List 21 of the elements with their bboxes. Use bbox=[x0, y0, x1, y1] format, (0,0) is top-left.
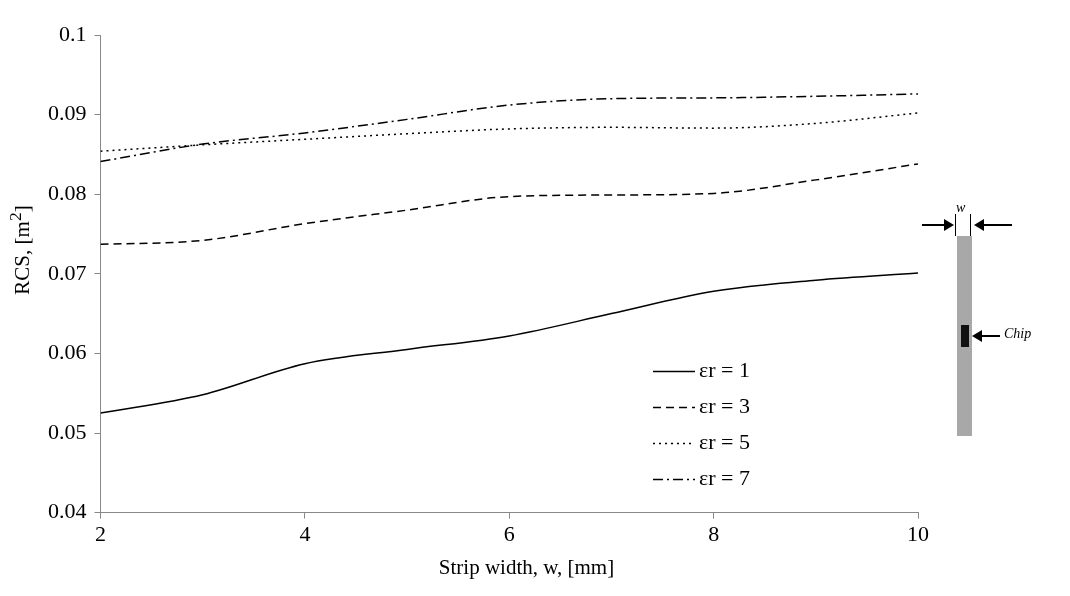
x-axis-title: Strip width, w, [mm] bbox=[437, 555, 616, 580]
line-series bbox=[100, 272, 918, 414]
y-tick-label: 0.06 bbox=[48, 339, 87, 365]
legend-label: εr = 3 bbox=[699, 393, 750, 419]
legend-label: εr = 1 bbox=[699, 357, 750, 383]
y-tick-label: 0.1 bbox=[59, 20, 87, 46]
legend-label: εr = 5 bbox=[699, 429, 750, 455]
strip-diagram: w Chip bbox=[922, 200, 1062, 445]
y-tick-label: 0.05 bbox=[48, 418, 87, 444]
line-series bbox=[100, 163, 918, 246]
x-tick-label: 8 bbox=[708, 520, 720, 546]
x-tick-label: 6 bbox=[503, 520, 515, 546]
y-tick-label: 0.04 bbox=[48, 498, 87, 524]
x-tick-label: 2 bbox=[95, 520, 106, 546]
line-series bbox=[100, 93, 918, 163]
x-tick-label: 4 bbox=[299, 520, 311, 546]
y-tick-label: 0.07 bbox=[48, 259, 87, 285]
legend-label: εr = 7 bbox=[699, 465, 750, 491]
y-tick-label: 0.09 bbox=[48, 100, 87, 126]
y-tick-label: 0.08 bbox=[48, 179, 87, 205]
x-tick-label: 10 bbox=[907, 520, 929, 546]
